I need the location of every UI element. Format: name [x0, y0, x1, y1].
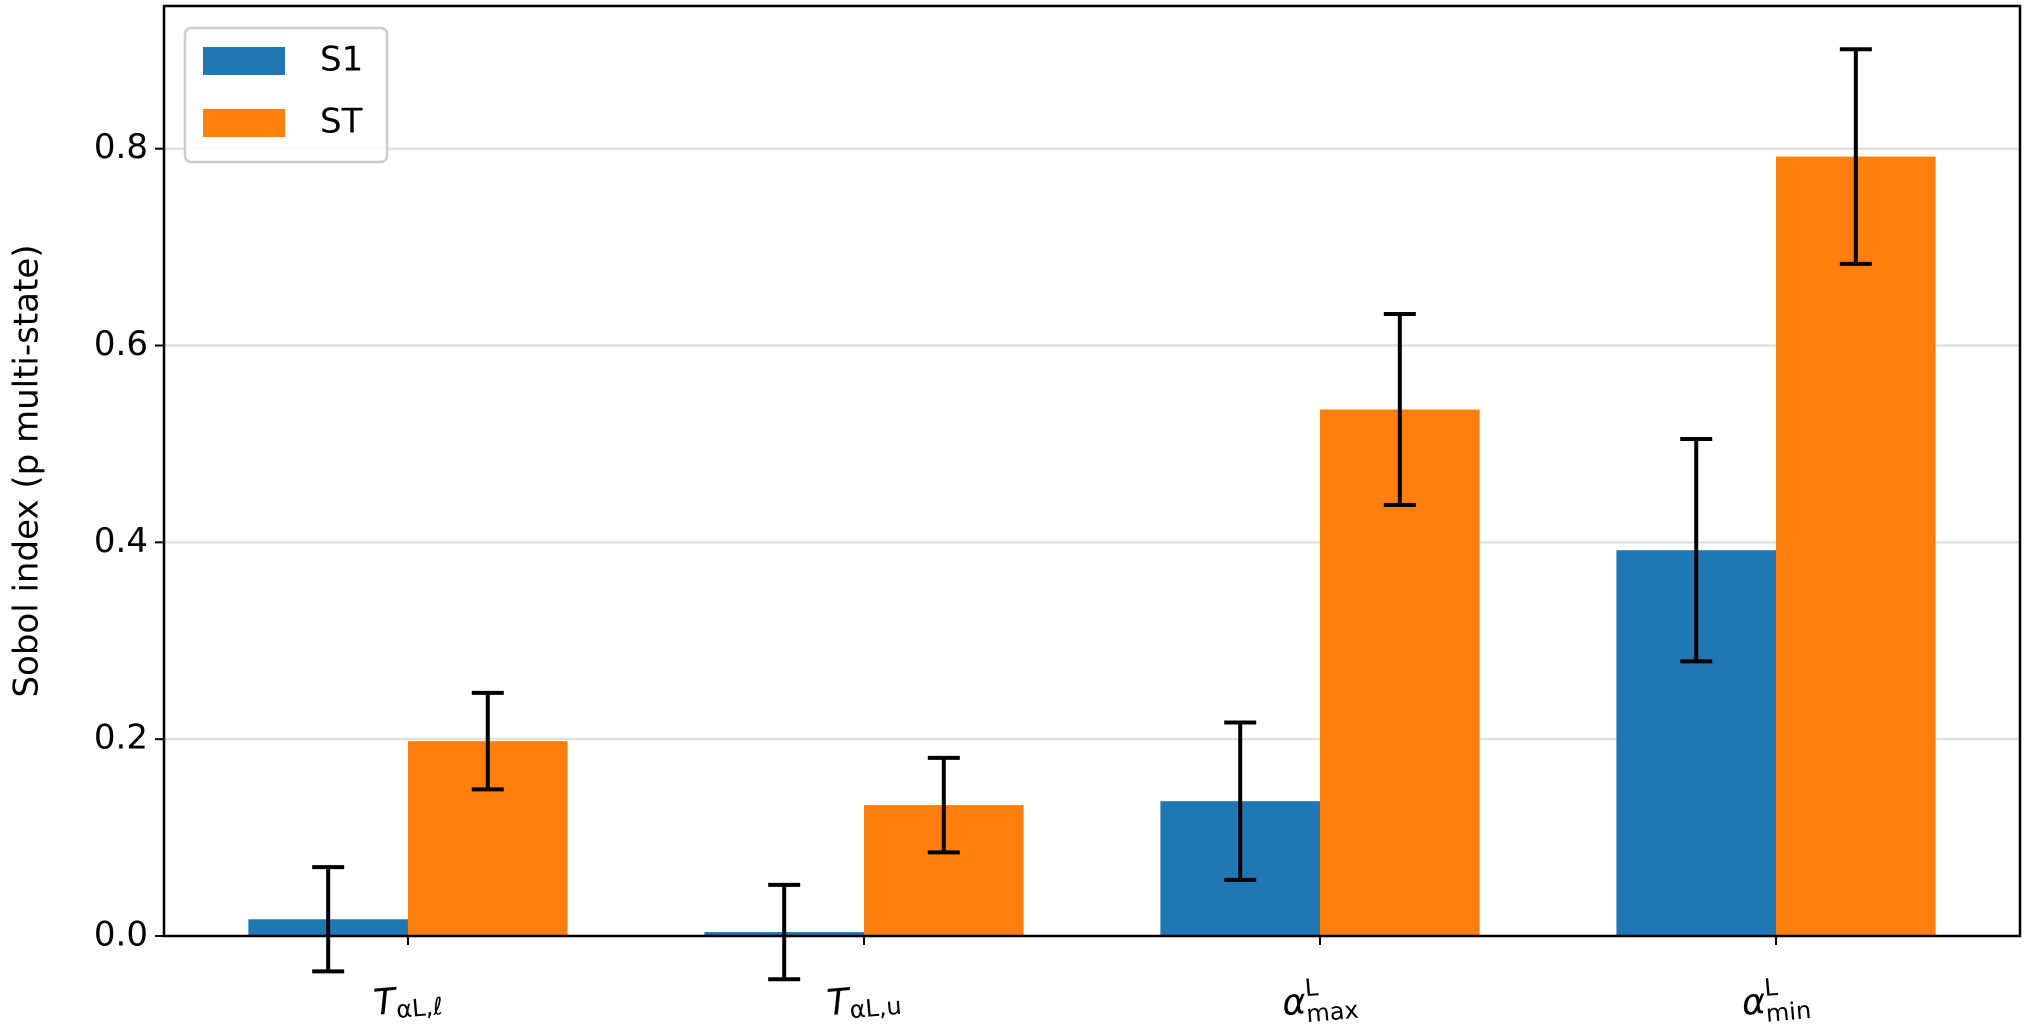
error-bar: [927, 755, 960, 855]
x-tick-label: αLmax: [1280, 970, 1360, 1028]
x-tick-sub: min: [1765, 996, 1813, 1028]
x-tick-sub: αL,ℓ: [395, 992, 444, 1024]
error-bar: [1224, 720, 1257, 882]
x-tick-sub: αL,u: [848, 992, 902, 1024]
legend-label: S1: [320, 40, 363, 80]
bar: [1776, 156, 1936, 937]
y-tick-label: 0.2: [94, 718, 148, 758]
x-tick-base: α: [1281, 981, 1308, 1024]
error-bar: [768, 882, 801, 982]
axes-frame: [162, 4, 2022, 938]
error-bar: [312, 865, 345, 974]
error-bar: [1383, 312, 1416, 507]
legend-swatch: [203, 109, 285, 137]
x-tick-sub: max: [1305, 996, 1360, 1028]
error-bar: [1839, 47, 1872, 266]
x-tick-label: TαL,ℓ: [372, 977, 444, 1026]
x-tick-sup: L: [1763, 973, 1779, 1002]
x-tick-label: αLmin: [1739, 970, 1812, 1028]
x-tick-sup: L: [1304, 973, 1320, 1002]
x-tick-base: α: [1740, 981, 1767, 1024]
legend-swatch: [203, 47, 285, 75]
y-tick-label: 0.0: [94, 915, 148, 955]
y-axis-label: Sobol index (p multi-state): [7, 244, 47, 697]
x-tick-label: TαL,u: [825, 977, 902, 1026]
error-bar: [471, 690, 504, 792]
y-tick-label: 0.8: [94, 127, 148, 167]
error-bar: [1680, 437, 1713, 664]
legend-label: ST: [320, 102, 363, 142]
y-tick-label: 0.4: [94, 521, 148, 561]
y-tick-label: 0.6: [94, 324, 148, 364]
